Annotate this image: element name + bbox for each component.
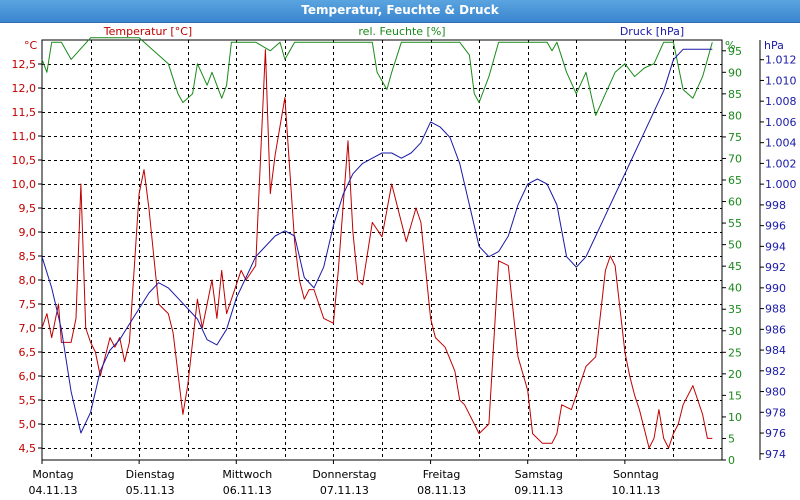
humidity-unit: % <box>725 39 735 52</box>
humidity-axis-label: rel. Feuchte [%] <box>358 25 445 38</box>
pressure-tick-label: 988 <box>765 303 786 316</box>
pressure-tick-label: 986 <box>765 323 786 336</box>
temperature-tick-label: 9,5 <box>19 202 37 215</box>
pressure-tick-label: 1.002 <box>765 157 797 170</box>
temperature-tick-label: 10,5 <box>12 154 37 167</box>
pressure-tick-label: 1.000 <box>765 178 797 191</box>
humidity-axis: 0 5 10 15 20 25 30 35 40 45 50 55 60 65 70 75 80 85 90 95 <box>722 45 742 467</box>
humidity-tick-label: 55 <box>728 217 742 230</box>
temperature-tick-label: 7,5 <box>19 298 37 311</box>
x-tick-date: 07.11.13 <box>320 484 369 497</box>
pressure-tick-label: 1.004 <box>765 137 797 150</box>
x-tick-date: 08.11.13 <box>417 484 466 497</box>
title-bar: Temperatur, Feuchte & Druck <box>0 0 800 23</box>
pressure-tick-label: 1.006 <box>765 116 797 129</box>
series-line-humidity <box>41 37 713 116</box>
x-tick-date: 09.11.13 <box>514 484 563 497</box>
series-line-pressure <box>41 48 713 434</box>
x-tick-date: 05.11.13 <box>126 484 175 497</box>
humidity-tick-label: 10 <box>728 411 742 424</box>
pressure-tick-label: 978 <box>765 406 786 419</box>
humidity-tick-label: 45 <box>728 260 742 273</box>
x-tick-date: 06.11.13 <box>223 484 272 497</box>
x-tick-date: 10.11.13 <box>611 484 660 497</box>
temperature-tick-label: 11,5 <box>12 106 37 119</box>
humidity-tick-label: 40 <box>728 282 742 295</box>
temperature-tick-label: 8,5 <box>19 250 37 263</box>
humidity-tick-label: 5 <box>728 432 735 445</box>
pressure-tick-label: 994 <box>765 240 786 253</box>
pressure-tick-label: 976 <box>765 427 786 440</box>
humidity-tick-label: 75 <box>728 131 742 144</box>
temperature-tick-label: 6,0 <box>19 370 37 383</box>
temperature-tick-label: 8,0 <box>19 274 37 287</box>
pressure-tick-label: 984 <box>765 344 786 357</box>
humidity-tick-label: 35 <box>728 303 742 316</box>
humidity-tick-label: 95 <box>728 45 742 58</box>
chart-series <box>41 37 713 449</box>
humidity-tick-label: 85 <box>728 88 742 101</box>
pressure-tick-label: 992 <box>765 261 786 274</box>
humidity-tick-label: 0 <box>728 454 735 467</box>
temperature-tick-label: 5,5 <box>19 394 37 407</box>
temperature-tick-label: 9,0 <box>19 226 37 239</box>
temperature-unit: °C <box>24 39 38 52</box>
humidity-tick-label: 80 <box>728 109 742 122</box>
pressure-axis: 974 976 978 980 982 984 986 988 990 992 994 996 998 1… <box>759 40 797 461</box>
x-tick-day: Samstag <box>515 468 563 481</box>
humidity-tick-label: 65 <box>728 174 742 187</box>
x-tick-day: Mittwoch <box>222 468 272 481</box>
temperature-tick-label: 12,0 <box>12 82 37 95</box>
x-tick-day: Donnerstag <box>312 468 376 481</box>
pressure-unit: hPa <box>764 39 784 52</box>
series-line-temperature <box>41 49 713 449</box>
temperature-axis-label: Temperatur [°C] <box>103 25 192 38</box>
temperature-tick-label: 5,0 <box>19 418 37 431</box>
x-tick-day: Freitag <box>423 468 461 481</box>
pressure-tick-label: 1.010 <box>765 74 797 87</box>
pressure-tick-label: 996 <box>765 220 786 233</box>
pressure-tick-label: 998 <box>765 199 786 212</box>
humidity-tick-label: 50 <box>728 239 742 252</box>
humidity-tick-label: 20 <box>728 368 742 381</box>
pressure-tick-label: 1.012 <box>765 54 797 67</box>
pressure-tick-label: 1.008 <box>765 95 797 108</box>
x-tick-date: 04.11.13 <box>29 484 78 497</box>
temperature-tick-label: 10,0 <box>12 178 37 191</box>
x-tick-day: Dienstag <box>126 468 175 481</box>
pressure-axis-label: Druck [hPa] <box>620 25 684 38</box>
pressure-tick-label: 980 <box>765 386 786 399</box>
humidity-tick-label: 60 <box>728 196 742 209</box>
x-axis: Montag 04.11.13 Dienstag 05.11.13 Mittwoch 06… <box>29 460 660 497</box>
window-title: Temperatur, Feuchte & Druck <box>301 3 499 17</box>
humidity-tick-label: 70 <box>728 152 742 165</box>
chart-grid <box>41 39 723 461</box>
humidity-tick-label: 15 <box>728 389 742 402</box>
pressure-tick-label: 982 <box>765 365 786 378</box>
temperature-tick-label: 7,0 <box>19 322 37 335</box>
temperature-tick-label: 4,5 <box>19 442 37 455</box>
temperature-tick-label: 11,0 <box>12 130 37 143</box>
temperature-tick-label: 12,5 <box>12 58 37 71</box>
temperature-axis: 4,5 5,0 5,5 6,0 6,5 7,0 7,5 8,0 8,5 9,0 9,5 10,0 10,… <box>12 58 42 455</box>
x-tick-day: Montag <box>32 468 73 481</box>
pressure-tick-label: 990 <box>765 282 786 295</box>
humidity-tick-label: 90 <box>728 66 742 79</box>
humidity-tick-label: 25 <box>728 346 742 359</box>
x-tick-day: Sonntag <box>613 468 659 481</box>
temperature-tick-label: 6,5 <box>19 346 37 359</box>
pressure-tick-label: 974 <box>765 448 786 461</box>
humidity-tick-label: 30 <box>728 325 742 338</box>
